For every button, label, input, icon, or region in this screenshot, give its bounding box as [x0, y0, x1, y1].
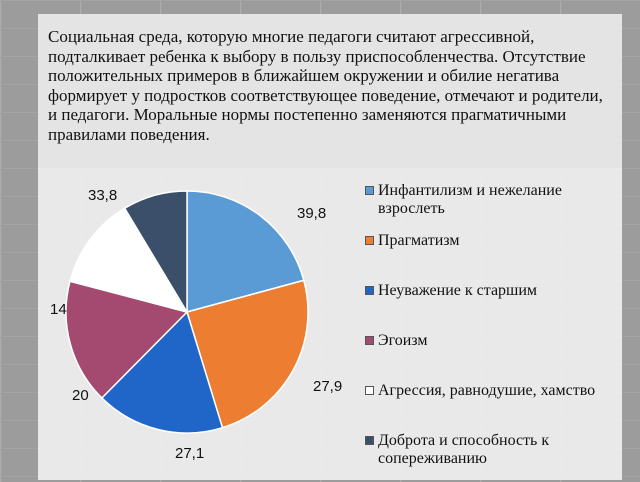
chart-panel: 33,8 39,8 27,9 27,1 20 14 Инфантилизм и нежел… [38, 168, 622, 480]
legend-swatch-0 [365, 186, 374, 195]
data-label-0: 33,8 [88, 187, 117, 204]
legend-item-2: Неуважение к старшим [365, 282, 620, 332]
chart-legend: Инфантилизм и нежелание взрослеть Прагмат… [365, 182, 620, 482]
legend-label-1: Прагматизм [378, 232, 460, 249]
pie-slice-1 [186, 279, 309, 429]
legend-item-0: Инфантилизм и нежелание взрослеть [365, 182, 620, 232]
legend-swatch-5 [365, 436, 374, 445]
pie-slice-3 [65, 280, 189, 400]
pie-slice-5 [123, 190, 188, 315]
data-label-4: 20 [72, 387, 89, 404]
legend-label-4: Агрессия, равнодушие, хамство [378, 382, 596, 399]
legend-swatch-3 [365, 336, 374, 345]
legend-item-1: Прагматизм [365, 232, 620, 282]
data-label-1: 39,8 [297, 205, 326, 222]
intro-paragraph: Социальная среда, которую многие педагог… [48, 27, 603, 144]
legend-swatch-2 [365, 286, 374, 295]
pie-slice-4 [69, 207, 189, 314]
legend-item-3: Эгоизм [365, 332, 620, 382]
legend-label-3: Эгоизм [378, 332, 428, 349]
data-label-3: 27,1 [175, 445, 204, 462]
pie-slice-0 [186, 190, 305, 313]
legend-item-4: Агрессия, равнодушие, хамство [365, 382, 620, 432]
pie-slice-2 [100, 310, 224, 434]
legend-item-5: Доброта и способность к сопереживанию [365, 432, 620, 482]
legend-label-2: Неуважение к старшим [378, 282, 538, 299]
data-label-2: 27,9 [313, 378, 342, 395]
text-panel: Социальная среда, которую многие педагог… [38, 14, 622, 168]
pie-chart: 33,8 39,8 27,9 27,1 20 14 [50, 187, 342, 462]
data-label-5: 14 [50, 301, 67, 318]
legend-label-0: Инфантилизм и нежелание взрослеть [378, 182, 562, 217]
legend-swatch-4 [365, 386, 374, 395]
legend-swatch-1 [365, 236, 374, 245]
legend-label-5: Доброта и способность к сопереживанию [378, 432, 550, 467]
